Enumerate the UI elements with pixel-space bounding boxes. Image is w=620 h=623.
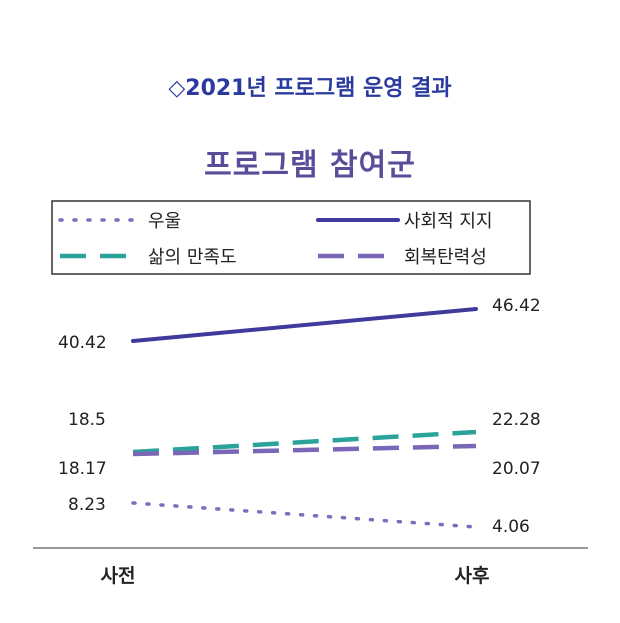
series-line-resilience [132,443,477,457]
legend-label-life-satisfaction: 삶의 만족도 [148,247,237,268]
value-label-left-social-support: 40.42 [58,333,107,353]
value-label-right-depression: 4.06 [492,517,530,537]
legend-label-depression: 우울 [148,211,181,232]
value-label-right-social-support: 46.42 [492,296,541,316]
value-label-left-life-satisfaction: 18.17 [58,459,107,479]
value-label-right-resilience: 20.07 [492,459,541,479]
legend-label-resilience: 회복탄력성 [404,247,487,268]
chart-title: 프로그램 참여군 [204,148,416,183]
series-line-life-satisfaction [132,429,477,455]
value-label-left-resilience: 18.5 [68,410,106,430]
value-label-left-depression: 8.23 [68,495,106,515]
x-tick-label-after: 사후 [455,565,490,587]
value-label-right-life-satisfaction: 22.28 [492,410,541,430]
page-heading: ◇2021년 프로그램 운영 결과 [168,76,452,101]
series-line-social-support [131,307,478,343]
series-line-depression [131,501,478,529]
legend-label-social-support: 사회적 지지 [404,211,493,232]
legend-box [51,200,531,275]
x-tick-label-before: 사전 [101,565,136,587]
